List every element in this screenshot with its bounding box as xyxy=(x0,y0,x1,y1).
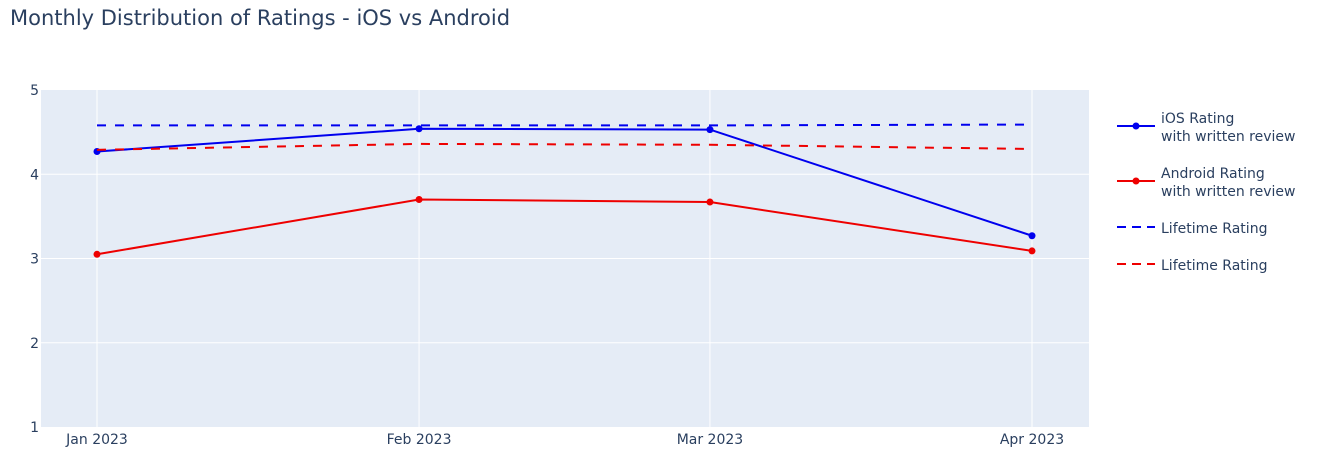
data-point[interactable] xyxy=(1028,247,1036,255)
data-point[interactable] xyxy=(1028,232,1036,240)
x-tick-label: Apr 2023 xyxy=(1000,432,1064,448)
legend-label: with written review xyxy=(1161,184,1295,200)
axes: 1 2 3 4 5 Jan 2023 Feb 2023 Mar 2023 Apr 2023 xyxy=(30,83,1064,448)
y-tick-label: 3 xyxy=(30,252,39,268)
legend-label: Lifetime Rating xyxy=(1161,258,1267,274)
x-tick-label: Mar 2023 xyxy=(677,432,744,448)
series-layer xyxy=(93,123,1036,258)
chart-title: Monthly Distribution of Ratings - iOS vs… xyxy=(10,6,511,30)
series-line-0 xyxy=(96,127,1033,237)
legend-label: iOS Rating xyxy=(1161,111,1234,127)
y-tick-label: 5 xyxy=(30,83,39,99)
legend-label: with written review xyxy=(1161,129,1295,145)
data-point[interactable] xyxy=(415,125,423,133)
legend-label: Lifetime Rating xyxy=(1161,221,1267,237)
gridlines xyxy=(41,90,1089,427)
x-tick-label: Jan 2023 xyxy=(65,432,128,448)
data-point[interactable] xyxy=(706,198,714,206)
x-tick-label: Feb 2023 xyxy=(387,432,452,448)
legend-marker xyxy=(1132,122,1140,130)
legend-label: Android Rating xyxy=(1161,166,1265,182)
legend-item-0[interactable]: iOS Rating with written review xyxy=(1117,111,1295,145)
legend-item-3[interactable]: Lifetime Rating xyxy=(1117,258,1267,274)
y-tick-label: 2 xyxy=(30,336,39,352)
legend-marker xyxy=(1132,177,1140,185)
data-point[interactable] xyxy=(415,196,423,204)
data-point[interactable] xyxy=(706,126,714,134)
y-tick-label: 1 xyxy=(30,420,39,436)
series-line-1 xyxy=(96,198,1033,256)
y-tick-label: 4 xyxy=(30,167,39,183)
legend-item-2[interactable]: Lifetime Rating xyxy=(1117,221,1267,237)
legend-item-1[interactable]: Android Rating with written review xyxy=(1117,166,1295,200)
series-line-3 xyxy=(96,142,1033,151)
data-point[interactable] xyxy=(93,250,101,258)
